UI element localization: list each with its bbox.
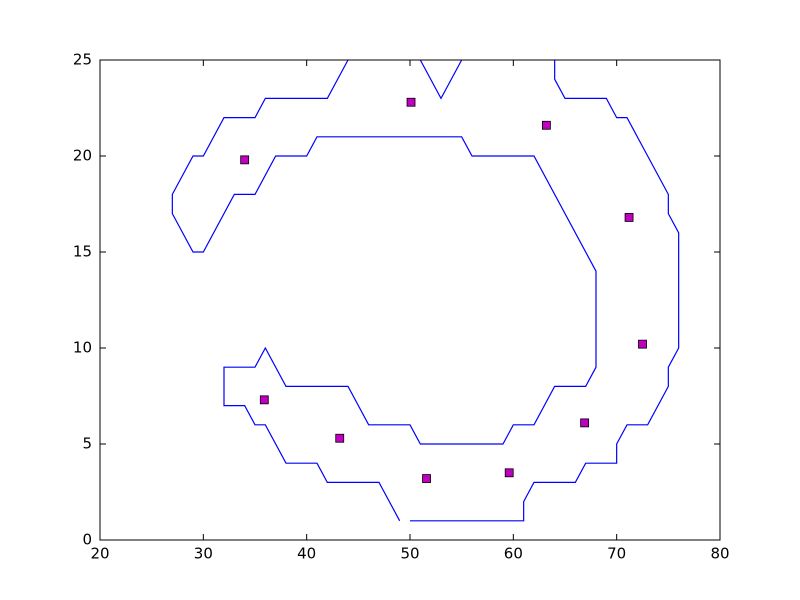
marker (240, 155, 250, 165)
y-tick-label: 15 (73, 243, 92, 261)
marker (259, 395, 269, 405)
x-tick-label: 20 (90, 545, 109, 563)
marker (504, 468, 514, 478)
x-tick-label: 80 (710, 545, 729, 563)
marker (638, 339, 647, 349)
y-tick-label: 25 (73, 51, 92, 69)
x-tick-label: 30 (194, 545, 213, 563)
marker (542, 120, 551, 130)
y-tick-label: 10 (73, 339, 92, 357)
axes-frame (99, 59, 721, 541)
y-tick-label: 5 (82, 435, 92, 453)
x-tick-label: 50 (400, 545, 419, 563)
marker (624, 213, 634, 222)
marker (335, 433, 345, 443)
marker (422, 474, 431, 483)
y-tick-label: 20 (73, 147, 92, 165)
contour-line (171, 59, 680, 522)
marker (580, 418, 590, 428)
x-tick-label: 40 (297, 545, 316, 563)
y-tick-label: 0 (82, 531, 92, 549)
x-tick-label: 70 (607, 545, 626, 563)
marker (406, 97, 416, 107)
x-tick-label: 60 (504, 545, 523, 563)
